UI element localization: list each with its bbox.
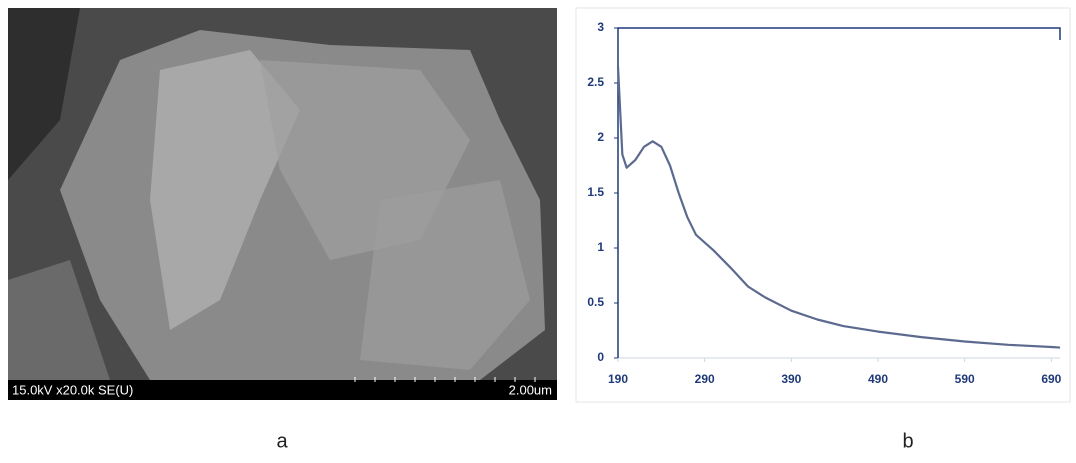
y-tick-label: 0 [597,350,604,364]
panel-label: b [902,430,913,452]
x-tick-label: 290 [695,372,715,386]
y-tick-label: 1 [597,240,604,254]
sem-shadow [8,8,80,180]
panel-label: a [276,430,288,452]
x-tick-label: 190 [608,372,628,386]
x-tick-label: 590 [955,372,975,386]
sem-sheet [150,50,300,330]
x-tick-label: 390 [781,372,801,386]
sem-scale-bar [354,377,536,382]
plot-frame [617,27,1061,358]
chart-border [575,7,1071,403]
y-tick-label: 3 [597,20,604,34]
sem-sheet [360,180,530,370]
sem-info-bar [8,380,557,400]
y-tick-label: 2 [597,130,604,144]
y-tick-label: 1.5 [587,185,604,199]
x-tick-label: 690 [1041,372,1061,386]
y-tick-label: 0.5 [587,295,604,309]
y-tick-label: 2.5 [587,75,604,89]
sem-info: 15.0kV x20.0k SE(U) [12,382,133,397]
sem-image: 15.0kV x20.0k SE(U) 2.00um [8,8,557,400]
data-line [616,66,1061,349]
x-tick-label: 490 [868,372,888,386]
sem-scale: 2.00um [509,382,552,397]
sem-shadow [8,260,110,380]
